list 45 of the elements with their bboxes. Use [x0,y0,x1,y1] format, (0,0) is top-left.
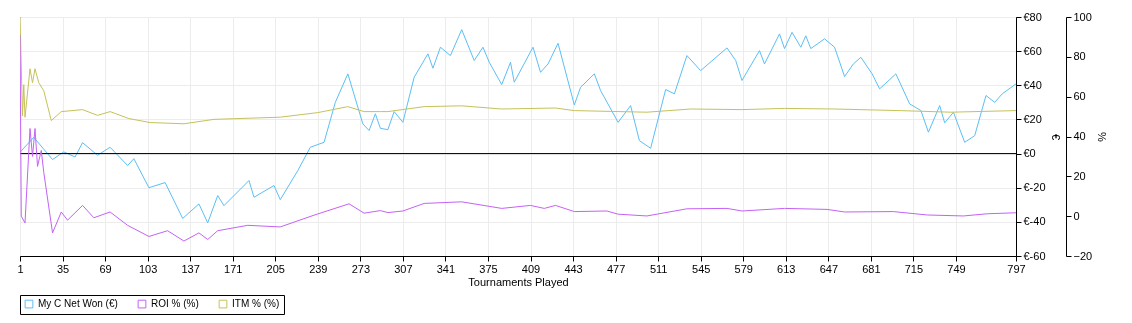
x-tick-label: 137 [181,262,200,275]
y-tick-label: €40 [1023,78,1042,91]
x-tick-label: 273 [351,262,371,275]
x-tick-label: 715 [904,262,924,275]
x-tick-label: 307 [394,262,413,275]
x-tick-label: 375 [479,262,498,275]
y2-tick-label: −20 [1073,249,1093,262]
y-tick-label: €-60 [1023,249,1046,262]
y2-tick-label: 100 [1073,10,1092,23]
y-tick-label: €0 [1023,147,1036,160]
x-tick-label: 205 [266,262,285,275]
x-tick-label: 341 [436,262,456,275]
y2-tick-label: 0 [1073,209,1080,222]
x-tick-label: 749 [947,262,966,275]
y2-tick-label: 80 [1073,50,1086,63]
y-tick-label: €60 [1023,44,1042,57]
x-tick-label: 409 [521,262,541,275]
x-tick-label: 681 [862,262,881,275]
legend-label: My C Net Won (€) [38,298,118,310]
x-tick-label: 613 [777,262,796,275]
legend-label: ROI % (%) [151,298,199,310]
x-tick-label: 239 [309,262,328,275]
y2-tick-label: 20 [1073,169,1086,182]
x-tick-label: 443 [564,262,583,275]
y2-tick-label: 40 [1073,130,1086,142]
x-axis-title: Tournaments Played [468,275,569,288]
x-tick-label: 477 [606,262,626,275]
x-tick-label: 103 [138,262,158,275]
x-tick-label: 171 [224,262,243,275]
x-tick-label: 511 [649,262,668,275]
x-tick-label: 797 [1007,262,1026,275]
x-tick-label: 1 [17,262,24,275]
y-tick-label: €-20 [1023,181,1046,194]
x-tick-label: 647 [819,262,838,275]
x-tick-label: 69 [99,262,112,275]
y-tick-label: €-40 [1023,215,1046,228]
y-tick-label: €80 [1023,10,1042,23]
y2-axis-title: % [1096,132,1109,143]
y2-tick-label: 60 [1073,90,1086,103]
legend-label: ITM % (%) [232,298,280,310]
x-tick-label: 35 [56,262,70,275]
x-tick-label: 579 [734,262,753,275]
x-tick-label: 545 [692,262,711,275]
y-tick-label: €20 [1023,112,1042,125]
y-axis-title: € [1049,133,1062,141]
